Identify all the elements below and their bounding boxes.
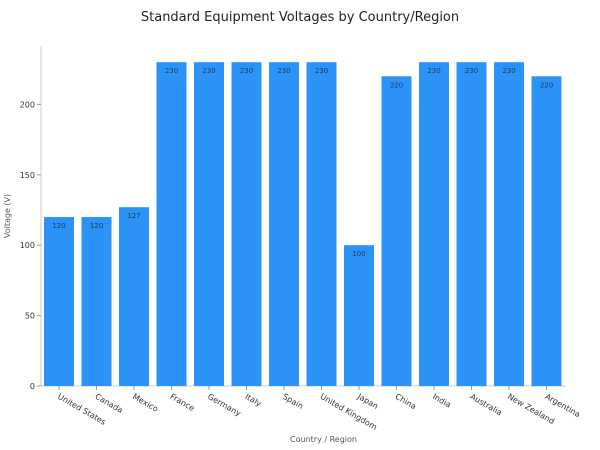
x-tick-label: China — [394, 392, 418, 411]
x-tick-label: Germany — [206, 392, 243, 418]
bar — [44, 217, 74, 386]
x-tick-label: Canada — [94, 392, 125, 415]
chart-title: Standard Equipment Voltages by Country/R… — [140, 10, 460, 25]
bar-value-label: 230 — [427, 67, 440, 75]
bar-value-label: 230 — [502, 67, 515, 75]
y-tick-label: 50 — [25, 312, 35, 321]
bar — [344, 245, 374, 386]
bar-value-label: 230 — [465, 67, 478, 75]
bar-value-label: 120 — [90, 222, 103, 230]
bar — [381, 76, 412, 386]
bar-value-label: 230 — [277, 67, 290, 75]
bar — [119, 207, 149, 386]
x-axis-title: Country / Region — [290, 435, 357, 444]
x-tick-label: India — [431, 392, 453, 410]
x-tick-label: France — [169, 392, 197, 413]
bars — [44, 62, 562, 386]
bar — [269, 62, 299, 386]
x-tick-label: Mexico — [131, 392, 160, 414]
y-tick-label: 100 — [20, 241, 35, 250]
x-tick-label: Japan — [355, 391, 380, 410]
bar — [156, 62, 187, 386]
y-ticks: 0 50 100 150 200 — [20, 100, 41, 391]
bar — [81, 217, 112, 386]
bar-value-label: 230 — [240, 67, 253, 75]
bar-value-label: 220 — [390, 81, 403, 89]
bar-value-label: 120 — [52, 222, 65, 230]
y-axis-title: Voltage (V) — [3, 194, 12, 238]
bar-value-label: 230 — [165, 67, 178, 75]
bar — [419, 62, 449, 386]
bar — [194, 62, 224, 386]
bar — [306, 62, 337, 386]
bar-value-label: 100 — [352, 250, 365, 258]
bar-value-label: 230 — [202, 67, 215, 75]
bar-value-label: 127 — [127, 212, 140, 220]
bar — [456, 62, 487, 386]
bar-value-label: 220 — [540, 81, 553, 89]
bar-value-label: 230 — [315, 67, 328, 75]
data-labels: 120 120 127 230 230 230 230 230 100 220 230 230 230 2… — [52, 67, 553, 258]
bar — [494, 62, 524, 386]
x-tick-label: Australia — [469, 392, 504, 418]
bar — [231, 62, 262, 386]
y-tick-label: 0 — [30, 382, 35, 391]
x-tick-label: Spain — [281, 392, 305, 411]
y-tick-label: 150 — [20, 171, 35, 180]
y-tick-label: 200 — [20, 100, 35, 109]
bar — [531, 76, 562, 386]
x-tick-label: Italy — [244, 392, 264, 409]
